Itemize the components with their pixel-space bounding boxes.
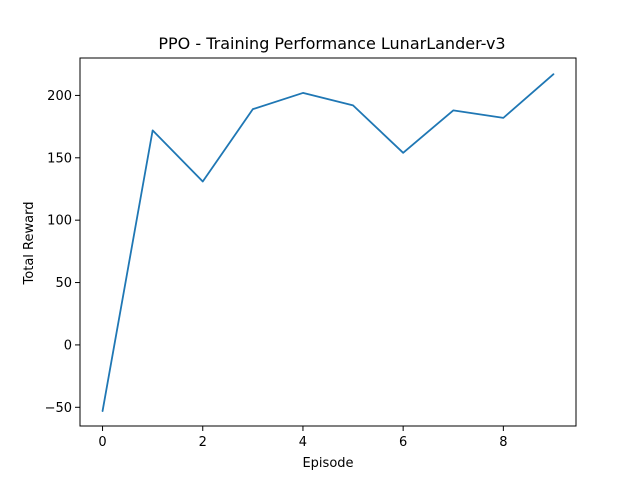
y-axis: −50 0 50 100 150 200 — [45, 89, 80, 416]
x-tick-label: 4 — [299, 435, 307, 450]
y-tick-label: −50 — [45, 401, 72, 416]
x-tick-label: 8 — [499, 435, 507, 450]
x-axis-label: Episode — [302, 456, 353, 471]
x-tick-label: 2 — [199, 435, 207, 450]
y-tick-label: 100 — [47, 214, 72, 229]
y-tick-label: 150 — [47, 151, 72, 166]
x-axis: 0 2 4 6 8 — [98, 426, 507, 450]
plot-area: 0 2 4 6 8 −50 0 50 100 150 200 — [45, 57, 577, 450]
series-layer — [101, 73, 555, 412]
y-axis-label: Total Reward — [22, 202, 37, 286]
chart-title: PPO - Training Performance LunarLander-v… — [158, 34, 505, 53]
y-tick-label: 200 — [47, 89, 72, 104]
x-tick-label: 6 — [399, 435, 407, 450]
y-tick-label: 0 — [64, 338, 72, 353]
series-line-0 — [101, 73, 555, 412]
plot-frame — [79, 57, 577, 427]
y-tick-label: 50 — [55, 276, 72, 291]
x-tick-label: 0 — [98, 435, 106, 450]
